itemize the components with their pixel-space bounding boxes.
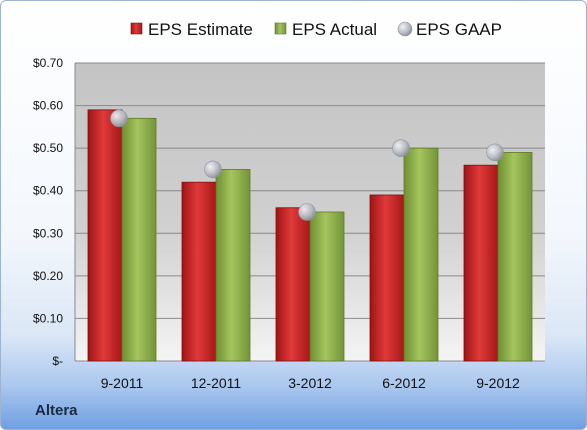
bar-eps-actual [121,117,157,362]
y-tick-label: $0.50 [33,141,63,155]
legend: EPS Estimate EPS Actual EPS GAAP [130,20,502,39]
legend-label: EPS Actual [292,20,377,39]
bar-eps-estimate [463,164,499,362]
plot-area: $- $0.10 $0.20 $0.30 $0.40 $0.50 $0.60 $0.70 9-2… [33,56,545,391]
legend-swatch [397,21,413,37]
y-tick-label: $0.70 [33,56,63,70]
y-tick-label: $0.40 [33,184,63,198]
legend-label: EPS Estimate [148,20,253,39]
bar-eps-estimate [369,194,405,362]
company-name: Altera [35,402,78,419]
marker-eps-gaap [204,160,222,179]
legend-swatch [130,22,143,35]
x-tick-label: 3-2012 [288,375,332,391]
x-tick-label: 12-2011 [191,375,242,391]
bar-eps-actual [403,147,439,362]
legend-label: EPS GAAP [416,20,502,39]
bar-eps-estimate [181,181,217,362]
y-tick-label: $- [52,354,63,368]
y-tick-label: $0.10 [33,311,63,325]
y-tick-label: $0.20 [33,269,63,283]
legend-eps-estimate: EPS Estimate [130,20,253,39]
legend-eps-gaap: EPS GAAP [397,20,502,39]
bar-eps-actual [497,151,533,362]
marker-eps-gaap [486,143,504,162]
y-tick-label: $0.60 [33,99,63,113]
marker-eps-gaap [110,109,128,128]
x-tick-label: 6-2012 [382,375,426,391]
marker-eps-gaap [392,139,410,157]
marker-eps-gaap [298,203,316,221]
legend-eps-actual: EPS Actual [274,20,377,39]
y-tick-label: $0.30 [33,226,63,240]
bar-eps-actual [309,211,345,362]
bar-eps-actual [215,169,251,362]
x-tick-label: 9-2011 [101,375,144,391]
legend-swatch [274,22,287,35]
bar-eps-estimate [275,207,311,362]
bar-eps-estimate [87,109,123,362]
x-tick-label: 9-2012 [476,375,520,391]
